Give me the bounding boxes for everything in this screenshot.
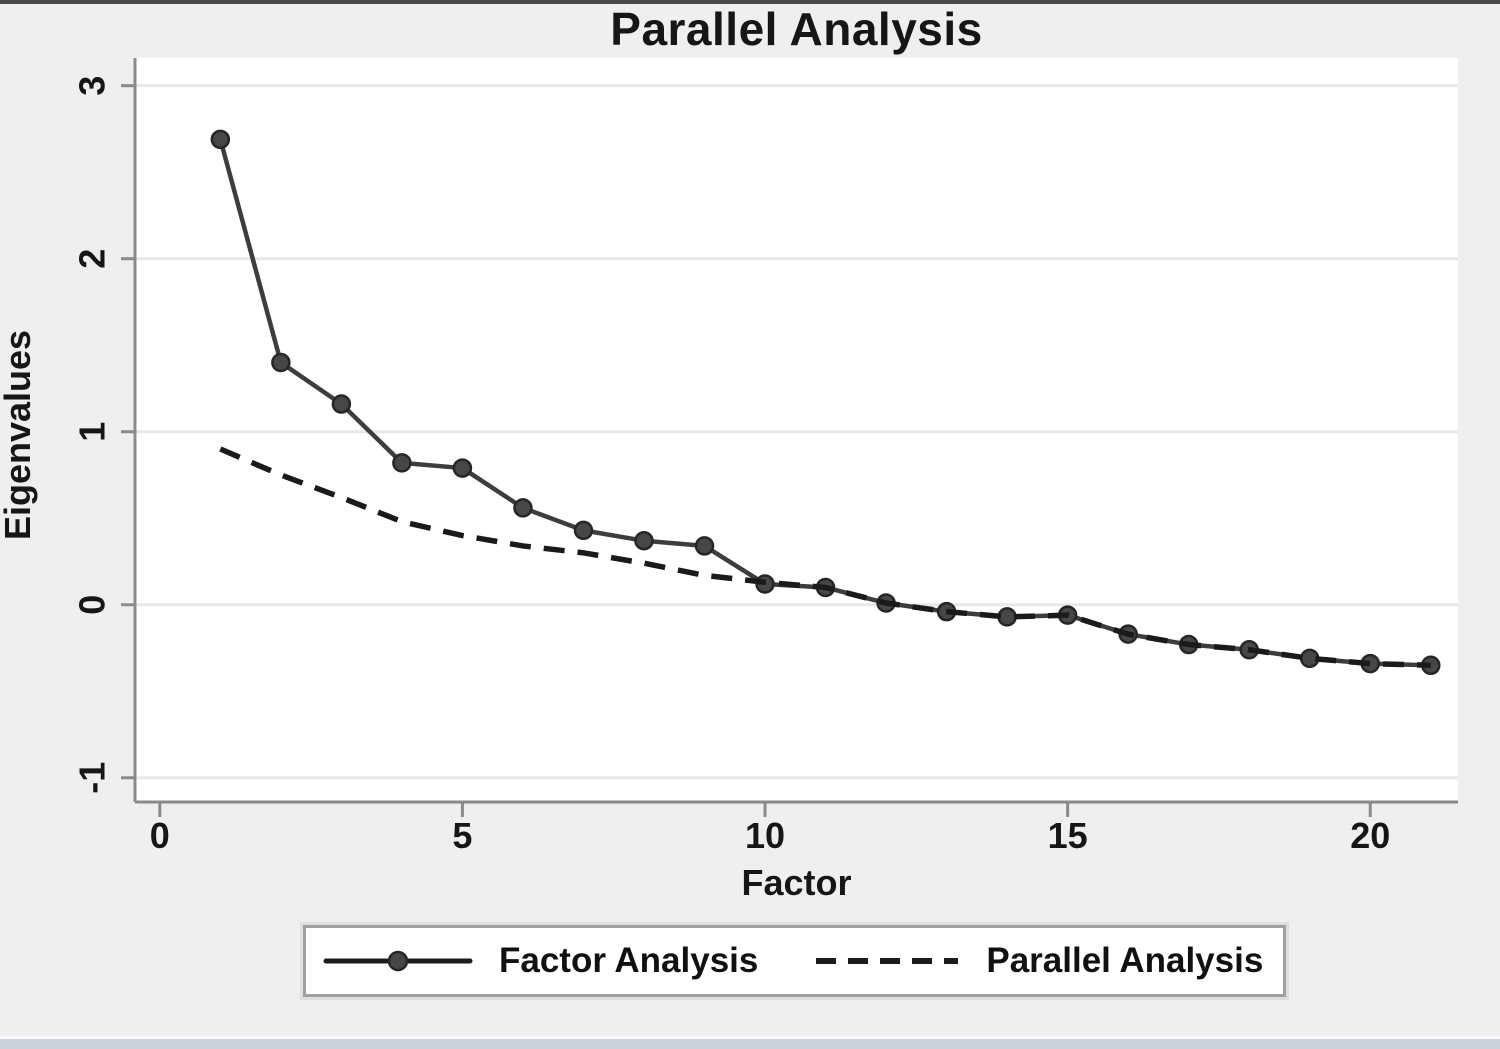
x-tick-label-15: 15 [1048,815,1088,856]
bottom-strip [0,1039,1500,1049]
y-axis-title: Eigenvalues [0,329,38,541]
x-tick-label-20: 20 [1350,815,1390,856]
data-point-factor-2 [271,352,291,373]
y-tick-label-2: 2 [72,249,113,269]
data-point-factor-5 [452,458,473,478]
data-point-factor-7 [573,520,594,541]
y-tick-label-0: 0 [72,595,113,615]
y-tick-label--1: -1 [72,762,113,794]
x-tick-label-0: 0 [150,815,170,856]
plot-area [135,58,1458,802]
top-border [0,0,1500,4]
data-point-factor-1 [210,129,231,150]
data-point-factor-6 [513,498,533,518]
y-tick-label-1: 1 [72,422,113,442]
legend-box: Factor Analysis Parallel Analysis [303,925,1286,997]
solid-line-marker-sample-icon [323,950,473,972]
bottom-divider [0,1036,1500,1039]
dashed-line-sample-icon [816,958,959,964]
data-point-factor-8 [634,530,654,551]
series-parallel-analysis-line [219,446,1431,669]
legend-entry-parallel-analysis: Parallel Analysis [814,941,1263,981]
legend-label: Factor Analysis [499,941,759,980]
chart-title: Parallel Analysis [610,3,983,55]
data-point-factor-3 [331,394,352,414]
y-tick-label-3: 3 [72,76,113,96]
legend-entry-factor-analysis: Factor Analysis [323,941,758,981]
data-point-factor-14 [997,607,1017,627]
data-point-factor-9 [694,536,715,556]
x-axis-title: Factor [741,862,852,903]
x-tick-label-5: 5 [452,815,472,856]
x-tick-label-10: 10 [745,815,785,856]
data-point-factor-4 [392,453,412,473]
legend-label: Parallel Analysis [986,941,1264,980]
